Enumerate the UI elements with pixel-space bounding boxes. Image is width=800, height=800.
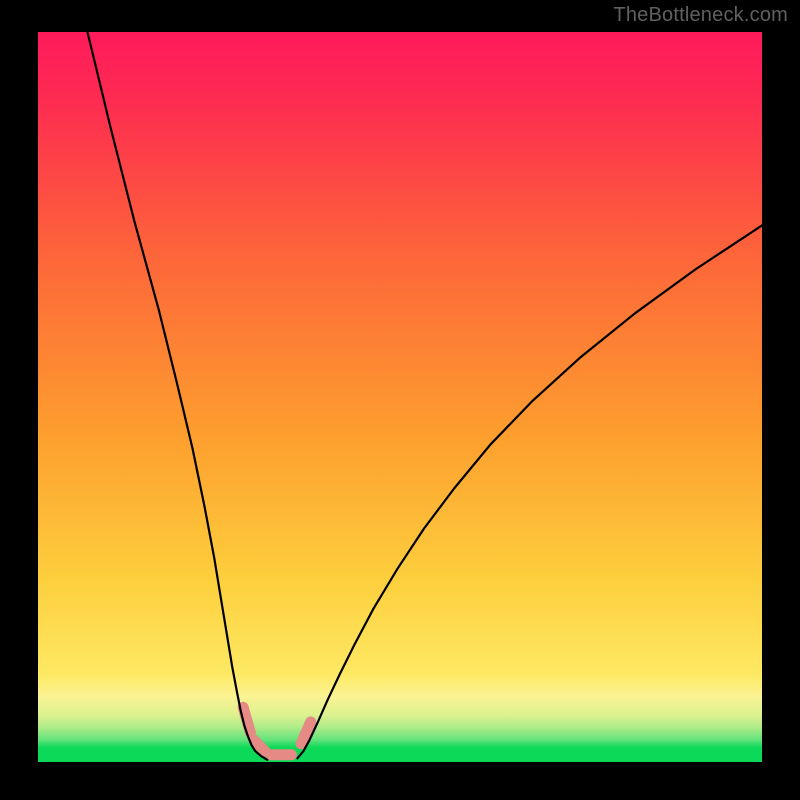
plot-frame	[38, 32, 762, 762]
plot-area	[38, 32, 762, 762]
curve-overlay	[38, 32, 762, 762]
right-bottleneck-curve	[297, 225, 762, 758]
left-bottleneck-curve	[87, 32, 267, 760]
trough-marker	[243, 707, 250, 733]
trough-marker	[254, 740, 265, 751]
watermark-text: TheBottleneck.com	[613, 4, 788, 27]
